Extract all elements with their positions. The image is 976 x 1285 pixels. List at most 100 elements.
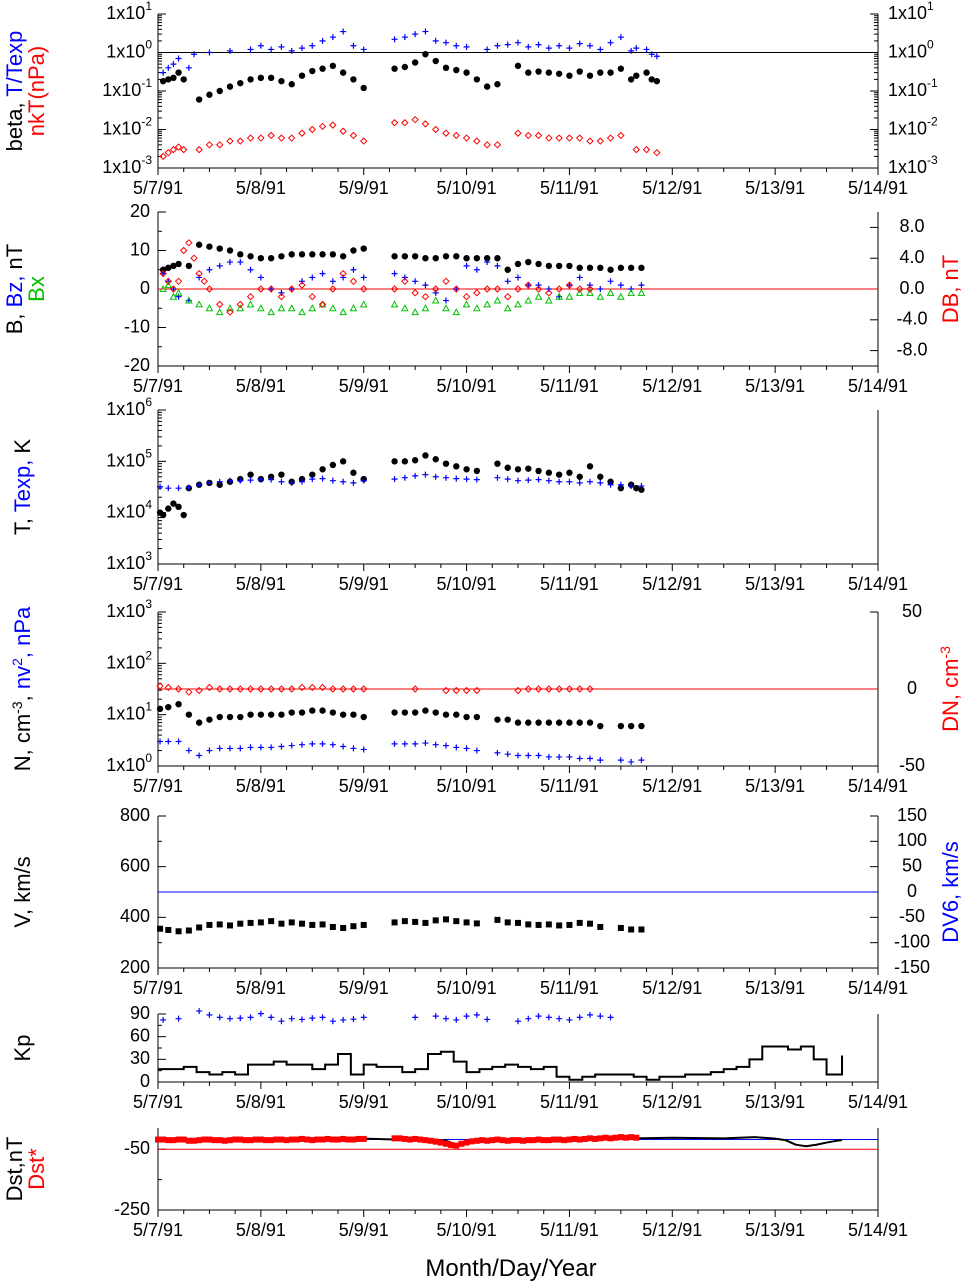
data-point [288,685,296,693]
data-point [246,300,255,308]
data-point [160,1016,167,1023]
data-point [576,1136,583,1143]
panel-2: 5/7/91 5/8/91 5/9/91 5/10/91 5/11/91 5/12/91 5… [2,201,963,396]
right-y-tick-label: -50 [899,755,925,775]
data-point [206,91,213,98]
x-tick-label: 5/14/91 [848,978,908,998]
data-point [421,292,430,301]
data-point [195,241,203,248]
data-point [257,255,265,262]
data-point [576,1014,583,1021]
data-point [350,76,357,83]
data-point [165,927,172,933]
data-point [432,255,439,262]
data-point [165,264,172,272]
data-point [494,460,501,467]
data-point [329,34,336,41]
data-point [617,757,624,764]
data-point [226,83,234,90]
data-point [587,920,593,927]
data-point [216,87,223,95]
data-point [642,145,651,154]
data-point [633,1134,640,1141]
data-point [443,39,449,46]
y-tick-label: 1x100 [106,751,152,775]
data-point [309,274,316,281]
data-point [633,45,640,52]
data-point [339,69,347,76]
data-point [390,119,399,127]
y-tick-label: 30 [130,1048,150,1068]
data-point [299,1135,305,1142]
data-point [401,277,409,286]
data-point [411,685,419,693]
data-point [638,264,645,272]
data-point [170,262,177,270]
y-tick-label: 10 [130,239,150,259]
right-y-tick-label: -150 [894,957,930,977]
data-point [329,62,337,70]
data-point [494,42,501,49]
data-point [566,1016,573,1023]
data-point [227,1137,233,1144]
data-point [308,292,316,301]
data-point [545,1137,552,1144]
data-point [185,927,192,934]
data-point [561,1137,568,1144]
data-point [431,296,440,304]
data-point [159,511,167,519]
panel-5: 5/7/91 5/8/91 5/9/91 5/10/91 5/11/91 5/12/91 5… [10,805,963,1025]
data-point [319,65,326,72]
data-point [277,304,286,312]
data-point [432,57,439,65]
data-point [623,1134,629,1141]
data-point [170,61,177,68]
data-point [535,719,542,726]
data-point [545,685,553,693]
data-point [632,145,640,154]
data-point [587,755,593,762]
right-y-tick-label: 0.0 [899,278,924,298]
right-y-tick-label: 1x10-1 [888,76,938,100]
data-point [524,296,533,304]
data-point [309,42,316,49]
right-y-tick-label: -50 [899,906,925,926]
data-point [442,277,450,286]
data-point [360,84,367,92]
data-point [185,239,193,247]
data-point [299,278,305,285]
right-y-tick-label: 50 [902,601,922,621]
data-point [185,688,193,696]
y-tick-label: 1x105 [106,447,152,471]
data-point [157,483,164,490]
data-point [205,141,214,149]
data-point [288,742,295,749]
y-tick-label: -10 [124,316,150,336]
data-point [175,1015,182,1022]
data-point [227,259,233,266]
data-point [175,928,182,935]
data-point [432,456,439,463]
data-point [339,269,347,278]
data-point [180,511,187,519]
data-point [401,709,409,716]
data-point [432,125,440,134]
data-point [237,713,244,721]
data-point [277,685,286,693]
data-point [156,705,164,713]
data-point [555,134,563,142]
data-point [411,253,419,260]
data-point [180,76,187,83]
data-point [391,270,398,277]
series-2 [155,1134,640,1149]
y-tick-label: 1x101 [106,0,152,23]
data-point [555,471,563,478]
data-point [216,1014,223,1021]
data-point [422,740,429,747]
data-point [443,916,449,923]
right-y-tick-label: 0 [907,881,917,901]
data-point [484,1016,491,1023]
series-1 [159,51,661,103]
data-point [504,464,511,471]
data-point [442,711,450,718]
